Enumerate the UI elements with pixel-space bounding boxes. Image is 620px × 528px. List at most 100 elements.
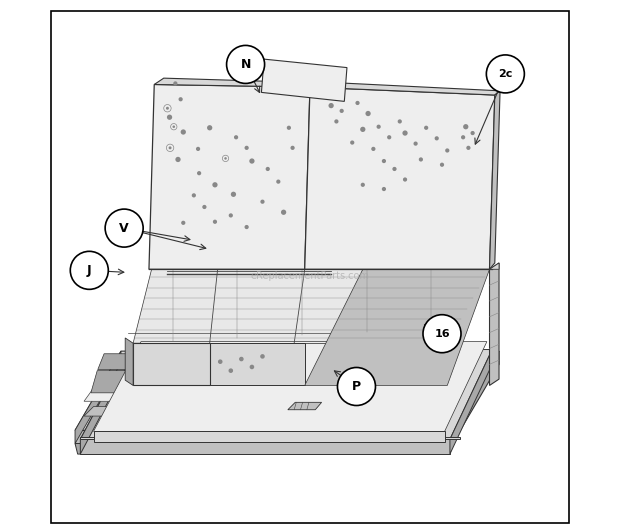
Circle shape xyxy=(340,109,344,113)
Circle shape xyxy=(265,167,270,171)
Circle shape xyxy=(276,180,280,184)
Circle shape xyxy=(376,125,381,129)
Circle shape xyxy=(240,357,243,361)
Circle shape xyxy=(150,371,153,374)
Polygon shape xyxy=(453,351,499,444)
Circle shape xyxy=(403,177,407,182)
Polygon shape xyxy=(81,350,492,439)
Circle shape xyxy=(414,142,418,146)
Circle shape xyxy=(371,147,376,151)
Circle shape xyxy=(424,126,428,130)
Circle shape xyxy=(461,135,465,139)
Polygon shape xyxy=(490,263,499,269)
Polygon shape xyxy=(133,343,210,385)
Polygon shape xyxy=(450,350,492,454)
Circle shape xyxy=(287,126,291,130)
Circle shape xyxy=(261,355,264,358)
Circle shape xyxy=(423,315,461,353)
Circle shape xyxy=(197,171,202,175)
Circle shape xyxy=(392,167,397,171)
Circle shape xyxy=(244,146,249,150)
Circle shape xyxy=(382,187,386,191)
Circle shape xyxy=(463,124,468,129)
Polygon shape xyxy=(154,78,319,87)
Circle shape xyxy=(192,364,195,367)
Polygon shape xyxy=(310,82,500,95)
Circle shape xyxy=(207,125,212,130)
Circle shape xyxy=(173,81,177,86)
Circle shape xyxy=(471,131,475,135)
Circle shape xyxy=(167,115,172,120)
Circle shape xyxy=(181,221,185,225)
Circle shape xyxy=(334,119,339,124)
Circle shape xyxy=(382,159,386,163)
Circle shape xyxy=(365,111,371,116)
Polygon shape xyxy=(75,351,499,430)
Circle shape xyxy=(281,210,286,215)
Polygon shape xyxy=(81,439,450,454)
Polygon shape xyxy=(98,354,195,370)
Text: 16: 16 xyxy=(434,329,450,338)
Circle shape xyxy=(212,182,218,187)
Circle shape xyxy=(202,205,206,209)
Text: J: J xyxy=(87,264,92,277)
Circle shape xyxy=(166,107,169,110)
Circle shape xyxy=(466,146,471,150)
Polygon shape xyxy=(262,59,347,101)
Polygon shape xyxy=(81,350,128,454)
Circle shape xyxy=(219,360,222,363)
Text: N: N xyxy=(241,58,250,71)
Circle shape xyxy=(70,251,108,289)
Circle shape xyxy=(231,192,236,197)
Circle shape xyxy=(290,146,294,150)
Circle shape xyxy=(435,136,439,140)
Polygon shape xyxy=(84,388,220,401)
Polygon shape xyxy=(75,444,453,454)
Text: 2c: 2c xyxy=(498,69,513,79)
Circle shape xyxy=(105,209,143,247)
Circle shape xyxy=(169,146,172,149)
Polygon shape xyxy=(304,269,490,385)
Circle shape xyxy=(350,140,355,145)
Circle shape xyxy=(229,369,232,372)
Circle shape xyxy=(360,127,365,132)
Polygon shape xyxy=(94,431,445,442)
Circle shape xyxy=(486,55,525,93)
Polygon shape xyxy=(75,430,453,444)
Circle shape xyxy=(445,148,450,153)
Polygon shape xyxy=(81,437,461,439)
Circle shape xyxy=(402,130,408,136)
Polygon shape xyxy=(94,342,487,431)
Circle shape xyxy=(224,157,227,159)
Polygon shape xyxy=(304,87,495,269)
Polygon shape xyxy=(75,351,121,444)
Polygon shape xyxy=(490,91,500,269)
Circle shape xyxy=(180,129,186,135)
Circle shape xyxy=(171,367,174,370)
Text: eReplacementParts.com: eReplacementParts.com xyxy=(250,271,370,280)
Circle shape xyxy=(361,183,365,187)
Polygon shape xyxy=(210,343,304,385)
Circle shape xyxy=(249,158,255,164)
Polygon shape xyxy=(288,402,322,410)
Circle shape xyxy=(250,365,254,369)
Circle shape xyxy=(355,101,360,105)
Polygon shape xyxy=(91,371,190,393)
Circle shape xyxy=(213,220,217,224)
Circle shape xyxy=(260,200,265,204)
Circle shape xyxy=(440,163,444,167)
Circle shape xyxy=(192,193,196,197)
Circle shape xyxy=(337,367,376,406)
Text: P: P xyxy=(352,380,361,393)
Polygon shape xyxy=(84,407,186,416)
Circle shape xyxy=(226,45,265,83)
Circle shape xyxy=(196,147,200,151)
Polygon shape xyxy=(133,269,490,343)
Circle shape xyxy=(229,213,233,218)
Circle shape xyxy=(387,135,391,139)
Circle shape xyxy=(172,126,175,128)
Polygon shape xyxy=(125,338,133,385)
Text: V: V xyxy=(119,222,129,234)
Circle shape xyxy=(418,157,423,162)
Circle shape xyxy=(244,225,249,229)
